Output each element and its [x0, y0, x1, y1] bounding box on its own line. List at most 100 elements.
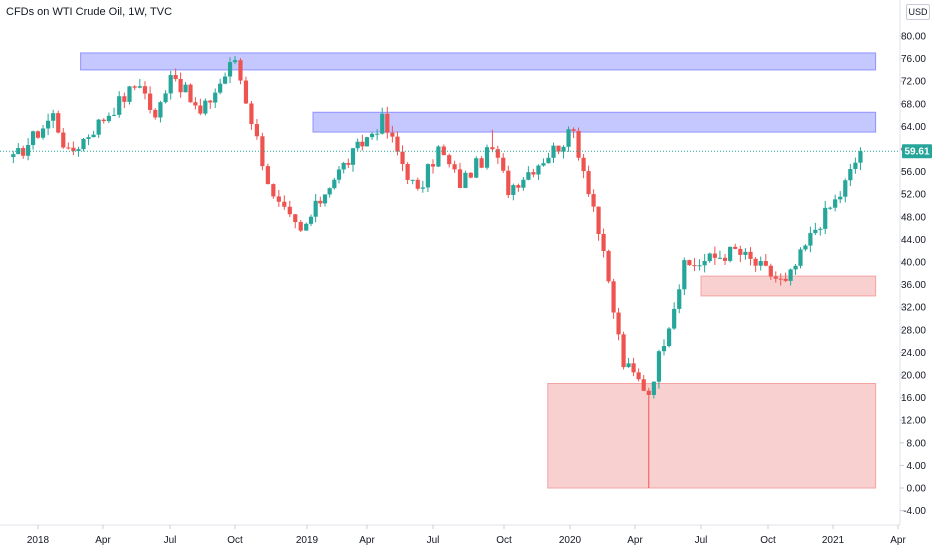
candle-22: [122, 92, 127, 109]
candle-149: [768, 263, 773, 280]
time-axis[interactable]: 2018 Apr Jul Oct 2019 Apr Jul Oct 2020 Apr Jul Oct 2…: [0, 524, 906, 546]
candle-166: [853, 157, 858, 174]
candle-68: [355, 138, 360, 152]
candle-59: [313, 194, 318, 223]
candle-161: [828, 206, 833, 211]
price-tick-label: 80.00: [901, 32, 926, 43]
candle-163: [838, 191, 843, 204]
last-price-label: 59.61: [902, 144, 932, 159]
candle-115: [596, 206, 601, 241]
candle-165: [848, 163, 853, 187]
candle-69: [360, 134, 365, 151]
time-tick-label: Oct: [760, 535, 776, 546]
price-axis[interactable]: 80.0076.0072.0068.0064.0060.0056.0052.00…: [899, 0, 927, 525]
candle-20: [111, 107, 117, 116]
candle-145: [748, 247, 753, 266]
time-tick-label: 2020: [559, 535, 582, 546]
candle-147: [758, 256, 763, 271]
candle-95: [495, 145, 500, 164]
time-tick-label: Jul: [164, 535, 177, 546]
candle-134: [692, 258, 697, 272]
candle-125: [646, 387, 651, 488]
price-tick-label: 12.00: [901, 416, 926, 427]
candle-155: [798, 247, 803, 269]
candle-23: [127, 86, 132, 105]
zone-resistance-1[interactable]: [312, 111, 877, 133]
candle-18: [101, 118, 106, 124]
zone-support-2[interactable]: [700, 275, 877, 297]
candle-156: [803, 244, 808, 252]
candle-42: [223, 72, 228, 85]
zone-resistance-0[interactable]: [80, 52, 877, 71]
candle-148: [763, 253, 768, 267]
candle-80: [415, 177, 420, 191]
candle-122: [631, 357, 636, 377]
price-tick-label: 0.00: [907, 484, 927, 495]
candle-81: [420, 180, 425, 193]
candle-152: [783, 272, 788, 283]
candle-100: [521, 176, 526, 191]
candle-10: [61, 128, 66, 149]
candle-127: [656, 349, 662, 389]
candle-36: [193, 97, 198, 110]
candle-82: [425, 163, 431, 193]
candle-119: [616, 307, 621, 341]
candle-27: [148, 86, 153, 114]
candle-29: [158, 100, 163, 123]
candle-24: [132, 85, 137, 91]
candle-61: [322, 194, 328, 207]
price-tick-label: 4.00: [907, 461, 927, 472]
candle-141: [728, 246, 733, 263]
candle-113: [586, 165, 591, 197]
candle-97: [506, 165, 511, 198]
candle-21: [117, 91, 122, 118]
candle-159: [818, 226, 823, 236]
candle-153: [788, 268, 793, 286]
candle-140: [722, 254, 728, 266]
candle-83: [430, 159, 436, 174]
candle-84: [436, 145, 441, 168]
candle-73: [380, 107, 385, 135]
candle-118: [611, 278, 616, 319]
price-tick-label: 48.00: [901, 212, 926, 223]
candle-137: [707, 252, 712, 263]
candle-123: [636, 368, 641, 382]
price-tick-label: 68.00: [901, 99, 926, 110]
candle-2: [21, 145, 26, 159]
candle-90: [468, 172, 473, 179]
candle-136: [702, 253, 707, 273]
time-tick-label: Apr: [95, 535, 111, 546]
candle-25: [137, 78, 142, 89]
candle-65: [341, 161, 346, 174]
zone-support-3[interactable]: [547, 382, 877, 489]
candle-104: [541, 158, 546, 167]
currency-label[interactable]: USD: [906, 4, 930, 20]
candle-41: [218, 78, 223, 95]
candle-130: [672, 302, 677, 330]
candle-76: [395, 131, 400, 156]
candle-94: [490, 129, 495, 153]
candle-126: [651, 381, 656, 399]
candle-89: [463, 170, 468, 189]
candle-162: [833, 194, 838, 212]
candle-51: [271, 183, 276, 199]
candle-16: [91, 130, 96, 138]
candle-139: [717, 250, 723, 260]
price-tick-label: 76.00: [901, 54, 926, 65]
price-tick-label: 20.00: [901, 371, 926, 382]
candle-28: [153, 108, 158, 120]
candle-98: [511, 183, 516, 201]
time-tick-label: Apr: [627, 535, 643, 546]
candle-121: [626, 357, 631, 368]
candle-107: [556, 145, 561, 155]
candle-71: [369, 131, 375, 140]
candle-15: [86, 134, 91, 146]
candle-128: [661, 339, 667, 356]
candle-31: [168, 70, 173, 100]
candle-124: [641, 374, 646, 392]
candle-117: [606, 249, 611, 284]
candle-150: [773, 271, 778, 283]
candle-91: [474, 156, 479, 179]
candle-72: [375, 129, 380, 141]
